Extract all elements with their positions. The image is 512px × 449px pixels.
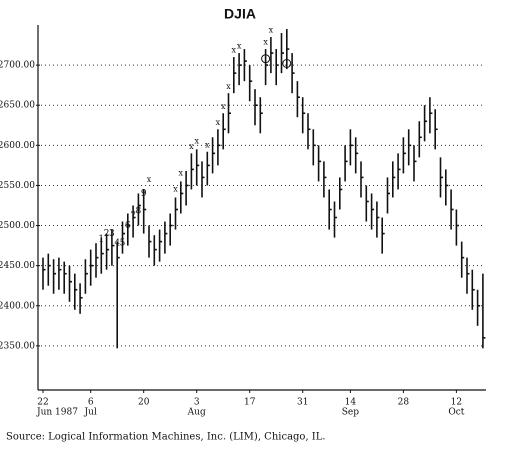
- x-marker: x: [237, 42, 242, 51]
- annotation: 7: [130, 211, 136, 221]
- x-marker: x: [179, 168, 184, 177]
- chart-title: DJIA: [224, 6, 256, 22]
- y-tick-label: 2500.00: [0, 221, 35, 231]
- annotation: 6: [125, 221, 131, 231]
- x-month-label: Sep: [342, 408, 359, 418]
- x-tick-label: 17: [244, 398, 256, 408]
- annotation: 5: [120, 239, 126, 249]
- x-marker: x: [263, 38, 268, 47]
- x-month-label: Jul: [84, 408, 97, 418]
- y-tick-label: 2400.00: [0, 301, 35, 311]
- x-tick-label: 28: [398, 398, 410, 408]
- y-tick-label: 2600.00: [0, 141, 35, 151]
- x-marker: x: [173, 184, 178, 193]
- source-note: Source: Logical Information Machines, In…: [6, 432, 326, 443]
- x-marker: x: [216, 118, 221, 127]
- x-month-label: Aug: [187, 408, 206, 418]
- x-tick-label: 20: [138, 398, 150, 408]
- circle-marker: [261, 54, 271, 64]
- x-month-label: Oct: [448, 408, 464, 418]
- y-tick-label: 2700.00: [0, 61, 35, 71]
- x-tick-label: 31: [297, 398, 308, 408]
- x-marker: x: [226, 82, 231, 91]
- x-marker: x: [232, 46, 237, 55]
- annotation: 1: [98, 235, 104, 245]
- x-marker: x: [147, 175, 152, 184]
- y-tick-label: 2450.00: [0, 261, 35, 271]
- y-tick-label: 2350.00: [0, 341, 35, 351]
- x-marker: x: [269, 26, 274, 35]
- circle-marker: [282, 59, 292, 69]
- annotation: 3: [109, 229, 115, 239]
- annotation: 9: [141, 189, 147, 199]
- annotation: 4: [114, 239, 120, 249]
- y-tick-label: 2550.00: [0, 181, 35, 191]
- x-tick-label: 12: [451, 398, 462, 408]
- x-tick-label: 14: [345, 398, 357, 408]
- x-tick-label: 6: [88, 398, 94, 408]
- x-marker: x: [221, 102, 226, 111]
- annotation: 8: [136, 207, 142, 217]
- x-tick-label: 22: [37, 398, 48, 408]
- annotation: 2: [104, 229, 110, 239]
- x-marker: x: [189, 142, 194, 151]
- y-tick-label: 2650.00: [0, 101, 35, 111]
- x-tick-label: 3: [194, 398, 200, 408]
- x-marker: x: [194, 136, 199, 145]
- x-marker: x: [205, 140, 210, 149]
- x-month-label: Jun 1987: [36, 408, 78, 418]
